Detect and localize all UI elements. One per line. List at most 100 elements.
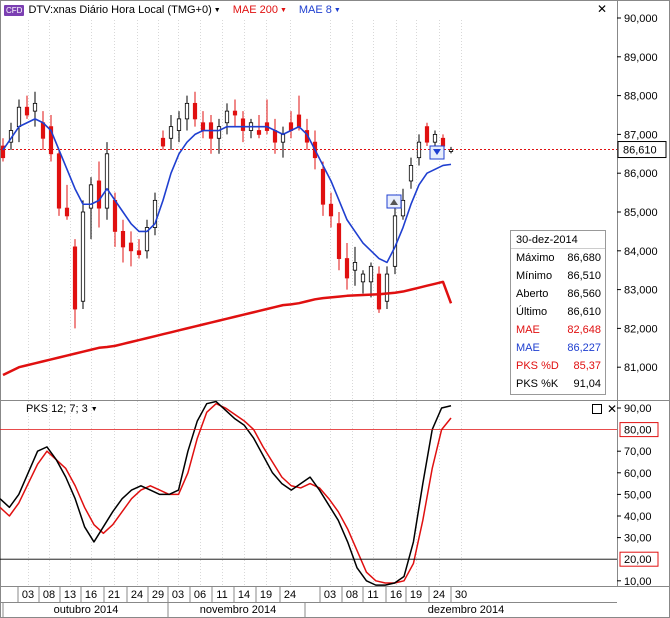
date-axis-day-label: 03 — [324, 589, 336, 601]
candle-body — [400, 199, 406, 217]
axes: 90,000 89,000 88,000 87,000 86,000 85,000 84,0… — [0, 13, 667, 588]
oscillator-pane — [0, 400, 452, 586]
data-window-row: MAE 86,227 — [511, 339, 605, 357]
data-window-row-label: PKS %K — [516, 378, 559, 390]
data-window-rows: Máximo 86,680 Mínimo 86,510 Aberto 86,560 Últi… — [511, 249, 605, 393]
date-axis-day-label: 19 — [260, 589, 272, 601]
candle-body — [48, 126, 54, 155]
candle-body — [112, 199, 118, 232]
candle-body — [0, 145, 6, 159]
candle-body — [120, 230, 126, 248]
price-axis-label: 87,000 — [624, 129, 658, 141]
candle-body — [176, 118, 182, 131]
price-axis-label: 83,000 — [624, 285, 658, 297]
date-axis-day-label: 03 — [172, 589, 184, 601]
mae8-label: MAE 8 — [298, 4, 332, 16]
date-axis-month-label: novembro 2014 — [200, 604, 276, 616]
date-axis-day-label: 06 — [194, 589, 206, 601]
candle-body — [408, 165, 414, 182]
last-price-label: 86,610 — [623, 145, 657, 157]
candle-body — [184, 102, 190, 120]
osc-axis-label: 10,00 — [624, 576, 652, 588]
grid-lines — [28, 20, 462, 586]
candle-body — [24, 106, 30, 116]
candle-body — [168, 126, 174, 139]
date-axis-month-label: dezembro 2014 — [428, 604, 504, 616]
candle-body — [64, 207, 70, 217]
candle-body — [272, 130, 278, 143]
candle-body — [200, 122, 206, 131]
candle-body — [352, 262, 358, 271]
data-window-row-value: 86,560 — [567, 288, 601, 300]
candle-body — [216, 126, 222, 139]
price-axis-label: 89,000 — [624, 52, 658, 64]
data-window-row: MAE 82,648 — [511, 321, 605, 339]
candle-body — [328, 203, 334, 217]
data-window-row-value: 86,680 — [567, 252, 601, 264]
data-window-row-value: 86,610 — [567, 306, 601, 318]
candle-body — [192, 102, 198, 120]
data-window-row: Mínimo 86,510 — [511, 267, 605, 285]
chevron-down-icon: ▼ — [333, 6, 341, 14]
candle-body — [448, 149, 454, 152]
data-window-row-value: 91,04 — [573, 378, 601, 390]
maximize-icon[interactable] — [592, 404, 602, 414]
data-window-row-value: 86,510 — [567, 270, 601, 282]
candle-body — [96, 180, 102, 209]
date-axis-day-label: 19 — [410, 589, 422, 601]
data-window-row-label: Mínimo — [516, 270, 553, 282]
buy-signal-icon[interactable] — [386, 194, 402, 209]
close-icon[interactable]: ✕ — [606, 402, 618, 416]
price-axis-label: 84,000 — [624, 246, 658, 258]
price-axis-label: 82,000 — [624, 323, 658, 335]
date-axis-day-label: 29 — [152, 589, 164, 601]
sell-signal-icon[interactable] — [429, 145, 445, 160]
data-window-date: 30-dez-2014 — [511, 231, 605, 249]
candle-body — [344, 258, 350, 279]
date-axis-day-label: 11 — [216, 589, 227, 601]
date-axis-day-label: 13 — [64, 589, 76, 601]
candle-body — [56, 153, 62, 209]
data-window-row-label: Aberto — [516, 288, 549, 300]
price-axis-label: 86,000 — [624, 168, 658, 180]
candle-body — [144, 227, 150, 252]
date-axis-month-label: outubro 2014 — [54, 604, 119, 616]
date-axis-day-label: 11 — [367, 589, 378, 601]
date-axis-day-label: 16 — [85, 589, 97, 601]
osc-axis-label: 30,00 — [624, 533, 652, 545]
chart-toolbar: CFD DTV:xnas Diário Hora Local (TMG+0) ▼… — [0, 0, 341, 20]
date-axis-day-label: 08 — [346, 589, 358, 601]
candle-body — [432, 133, 438, 143]
date-axis-day-label: 24 — [433, 589, 445, 601]
date-axis-day-label: 08 — [43, 589, 55, 601]
chevron-down-icon: ▼ — [279, 6, 287, 14]
data-window-row: PKS %D 85,37 — [511, 357, 605, 375]
mae200-indicator-selector[interactable]: MAE 200 ▼ — [233, 4, 287, 16]
date-axis-day-label: 24 — [131, 589, 143, 601]
data-window-row: Máximo 86,680 — [511, 249, 605, 267]
candle-body — [16, 106, 22, 128]
candle-body — [224, 110, 230, 124]
candle-body — [88, 184, 94, 209]
candle-body — [80, 211, 86, 302]
data-window-row-label: Último — [516, 306, 548, 318]
candle-body — [256, 130, 262, 135]
instrument-selector[interactable]: DTV:xnas Diário Hora Local (TMG+0) ▼ — [28, 4, 220, 16]
date-axis-day-label: 16 — [390, 589, 402, 601]
osc-axis-label: 90,00 — [624, 403, 652, 415]
price-axis-label: 88,000 — [624, 91, 658, 103]
close-icon[interactable]: ✕ — [596, 2, 608, 16]
date-axis-day-label: 03 — [22, 589, 34, 601]
moving-average-lines — [2, 118, 453, 377]
osc-axis-label: 70,00 — [624, 446, 652, 458]
chevron-down-icon: ▼ — [213, 6, 221, 14]
candle-body — [392, 215, 398, 267]
candle-body — [376, 273, 382, 310]
mae8-indicator-selector[interactable]: MAE 8 ▼ — [299, 4, 341, 16]
date-axis-day-label: 24 — [284, 589, 296, 601]
pks-indicator-selector[interactable]: PKS 12; 7; 3 ▼ — [26, 403, 98, 415]
candle-body — [160, 137, 166, 147]
data-window-row: Último 86,610 — [511, 303, 605, 321]
candle-body — [424, 126, 430, 143]
